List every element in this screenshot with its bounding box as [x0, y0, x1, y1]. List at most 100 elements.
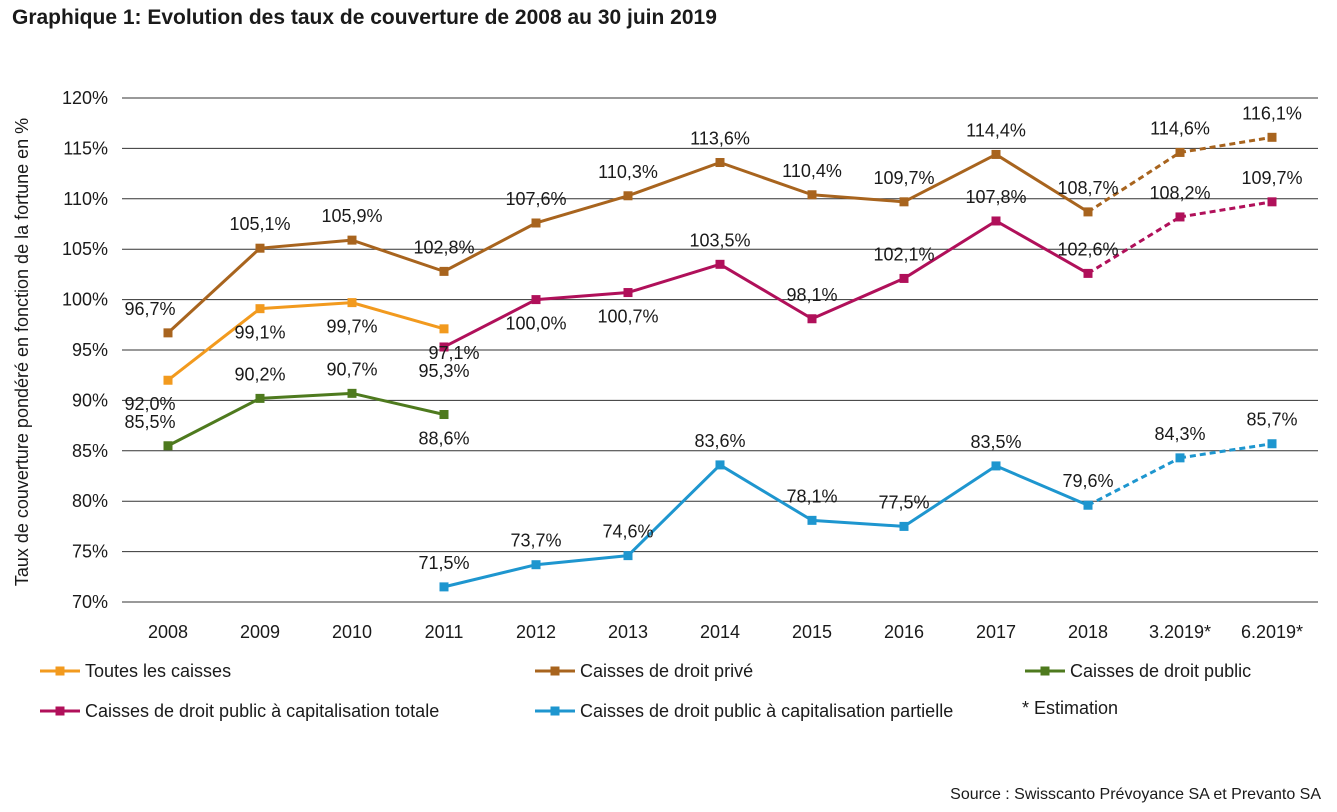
- series-segment: [903, 153, 997, 204]
- series-segment: [535, 194, 629, 225]
- data-label: 105,9%: [321, 206, 382, 226]
- legend-swatch-marker: [1040, 666, 1050, 676]
- data-label: 99,1%: [234, 323, 285, 343]
- data-point: [1175, 212, 1185, 222]
- data-point: [623, 551, 633, 561]
- data-point: [899, 197, 909, 207]
- series-4: [439, 439, 1277, 592]
- data-label: 71,5%: [418, 553, 469, 573]
- series-segment: [1087, 151, 1181, 214]
- data-label: 92,0%: [124, 394, 175, 414]
- series-segment: [811, 277, 905, 321]
- y-tick-label: 85%: [72, 441, 108, 461]
- y-tick-label: 115%: [63, 138, 108, 158]
- data-label: 74,6%: [602, 522, 653, 542]
- series-segment: [443, 563, 537, 589]
- data-point: [255, 243, 265, 253]
- data-point: [439, 582, 449, 592]
- series-segment: [719, 263, 813, 321]
- x-tick-label: 3.2019*: [1149, 622, 1211, 642]
- data-point: [255, 393, 265, 403]
- data-label: 95,3%: [418, 361, 469, 381]
- data-point: [1175, 453, 1185, 463]
- legend-label: Caisses de droit privé: [580, 661, 753, 681]
- data-label: 79,6%: [1062, 471, 1113, 491]
- x-tick-label: 2008: [148, 622, 188, 642]
- series-3: [439, 197, 1277, 352]
- series-segment: [351, 238, 445, 273]
- series-segment: [903, 464, 997, 528]
- data-label: 116,1%: [1242, 103, 1302, 123]
- series-lines: [163, 132, 1277, 592]
- data-point: [1267, 197, 1277, 207]
- series-segment: [811, 193, 905, 204]
- series-segment: [1087, 456, 1181, 507]
- data-label: 102,8%: [413, 237, 474, 257]
- data-label: 102,1%: [873, 244, 934, 264]
- data-point: [991, 216, 1001, 226]
- data-point: [531, 560, 541, 570]
- y-tick-label: 90%: [72, 390, 108, 410]
- y-axis-ticks: 70% 75% 80% 85% 90% 95% 100% 105% 110% 115% 120%: [62, 88, 108, 612]
- data-label: 108,2%: [1149, 183, 1210, 203]
- x-tick-label: 2009: [240, 622, 280, 642]
- legend-item-3: Caisses de droit public à capitalisation…: [40, 701, 439, 721]
- data-label: 88,6%: [418, 429, 469, 449]
- series-segment: [719, 463, 813, 522]
- data-label: 100,0%: [505, 314, 566, 334]
- data-point: [439, 410, 449, 420]
- series-segment: [535, 554, 629, 567]
- data-point: [1083, 207, 1093, 217]
- data-point: [347, 235, 357, 245]
- data-label: 105,1%: [229, 214, 290, 234]
- legend-label: Toutes les caisses: [85, 661, 231, 681]
- data-label: 114,6%: [1150, 118, 1210, 138]
- series-segment: [1179, 200, 1273, 219]
- chart-title: Graphique 1: Evolution des taux de couve…: [12, 6, 717, 29]
- legend-label: Caisses de droit public: [1070, 661, 1251, 681]
- data-label: 110,3%: [598, 162, 658, 182]
- series-segment: [903, 219, 997, 280]
- data-label: 98,1%: [786, 285, 837, 305]
- source-note: Source : Swisscanto Prévoyance SA et Pre…: [950, 786, 1321, 803]
- data-point: [1267, 132, 1277, 142]
- legend-label: Caisses de droit public à capitalisation…: [85, 701, 439, 721]
- data-label: 99,7%: [326, 317, 377, 337]
- data-label: 109,7%: [1241, 168, 1302, 188]
- data-label: 97,1%: [428, 343, 479, 363]
- x-tick-label: 2014: [700, 622, 740, 642]
- data-labels: 92,0% 99,1% 99,7% 97,1% 96,7% 105,1% 105,9% 102…: [124, 103, 1302, 573]
- series-segment: [1179, 442, 1273, 460]
- series-segment: [167, 397, 261, 448]
- series-segment: [351, 301, 445, 331]
- data-label: 85,7%: [1246, 410, 1297, 430]
- x-tick-label: 2012: [516, 622, 556, 642]
- data-point: [1083, 268, 1093, 278]
- x-tick-label: 2018: [1068, 622, 1108, 642]
- data-label: 90,2%: [234, 364, 285, 384]
- estimation-note: * Estimation: [1022, 698, 1118, 718]
- series-segment: [259, 391, 353, 400]
- data-point: [1267, 439, 1277, 449]
- data-label: 107,8%: [965, 187, 1026, 207]
- series-0: [163, 298, 449, 385]
- data-point: [163, 375, 173, 385]
- data-point: [439, 266, 449, 276]
- data-point: [715, 460, 725, 470]
- legend-swatch-marker: [550, 666, 560, 676]
- data-label: 85,5%: [124, 412, 175, 432]
- y-tick-label: 80%: [72, 491, 108, 511]
- series-1: [163, 132, 1277, 338]
- x-tick-label: 2015: [792, 622, 832, 642]
- x-axis-ticks: 2008 2009 2010 2011 2012 2013 2014 2015 2016 2017…: [148, 622, 1303, 642]
- data-label: 103,5%: [689, 230, 750, 250]
- data-point: [623, 288, 633, 298]
- data-point: [899, 521, 909, 531]
- data-point: [899, 273, 909, 283]
- data-label: 83,6%: [694, 431, 745, 451]
- series-segment: [535, 291, 629, 302]
- data-label: 90,7%: [326, 359, 377, 379]
- legend-item-0: Toutes les caisses: [40, 661, 231, 681]
- data-label: 84,3%: [1154, 424, 1205, 444]
